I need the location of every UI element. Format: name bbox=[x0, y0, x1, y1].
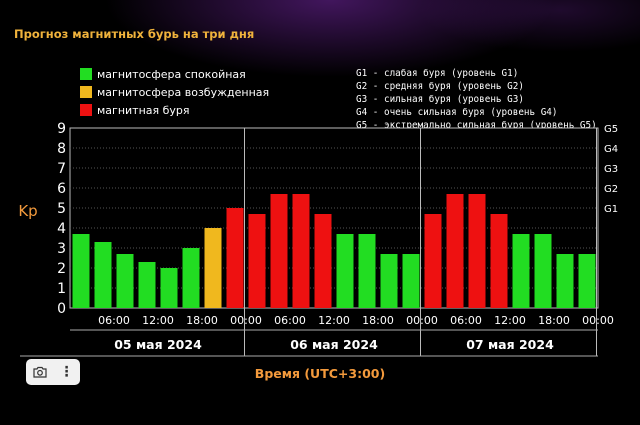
x-tick-label: 00:00 bbox=[230, 314, 262, 327]
legend-item-storm: магнитная буря bbox=[80, 101, 269, 119]
x-tick-label: 18:00 bbox=[186, 314, 218, 327]
legend-swatch-quiet bbox=[80, 68, 92, 80]
storm-level-g3: G3 - сильная буря (уровень G3) bbox=[356, 94, 524, 105]
legend-label-storm: магнитная буря bbox=[97, 103, 190, 117]
x-tick-label: 06:00 bbox=[450, 314, 482, 327]
bar bbox=[336, 234, 354, 308]
bar bbox=[138, 262, 156, 308]
x-tick-label: 00:00 bbox=[406, 314, 438, 327]
x-tick-label: 18:00 bbox=[362, 314, 394, 327]
bar bbox=[534, 234, 552, 308]
bar bbox=[556, 254, 574, 308]
bar bbox=[490, 214, 508, 308]
camera-button[interactable] bbox=[26, 359, 53, 385]
day-label: 05 мая 2024 bbox=[114, 337, 202, 352]
x-tick-label: 18:00 bbox=[538, 314, 570, 327]
storm-level-g5: G5 - экстремально сильная буря (уровень … bbox=[356, 120, 597, 131]
bar bbox=[292, 194, 310, 308]
y-tick-label: 8 bbox=[57, 141, 66, 157]
y-tick-label: 9 bbox=[57, 121, 66, 137]
y-tick-label: 1 bbox=[57, 281, 66, 297]
right-tick-label: G2 bbox=[604, 184, 618, 195]
x-tick-label: 12:00 bbox=[494, 314, 526, 327]
legend-label-quiet: магнитосфера спокойная bbox=[97, 67, 246, 81]
storm-level-descriptions: G1 - слабая буря (уровень G1) G2 - средн… bbox=[356, 67, 597, 132]
more-vertical-icon: ⋮ bbox=[59, 364, 74, 380]
y-tick-label: 6 bbox=[57, 181, 66, 197]
storm-level-g4: G4 - очень сильная буря (уровень G4) bbox=[356, 107, 558, 118]
bar bbox=[94, 242, 112, 308]
x-tick-label: 06:00 bbox=[274, 314, 306, 327]
y-tick-label: 5 bbox=[57, 201, 66, 217]
storm-level-g2: G2 - средняя буря (уровень G2) bbox=[356, 81, 524, 92]
day-label: 06 мая 2024 bbox=[290, 337, 378, 352]
page-title: Прогноз магнитных бурь на три дня bbox=[14, 27, 255, 41]
y-tick-label: 7 bbox=[57, 161, 66, 177]
bar bbox=[424, 214, 442, 308]
storm-level-g1: G1 - слабая буря (уровень G1) bbox=[356, 68, 519, 79]
x-tick-label: 00:00 bbox=[582, 314, 614, 327]
x-axis-title: Время (UTC+3:00) bbox=[254, 366, 386, 381]
x-tick-label: 06:00 bbox=[98, 314, 130, 327]
legend-item-excited: магнитосфера возбужденная bbox=[80, 83, 269, 101]
bar bbox=[380, 254, 398, 308]
legend-swatch-storm bbox=[80, 104, 92, 116]
bar bbox=[402, 254, 420, 308]
image-toolbar: ⋮ bbox=[26, 359, 80, 385]
y-tick-label: 3 bbox=[57, 241, 66, 257]
bar bbox=[468, 194, 486, 308]
bar bbox=[72, 234, 90, 308]
background-glow bbox=[0, 0, 640, 140]
x-tick-label: 12:00 bbox=[318, 314, 350, 327]
right-tick-label: G4 bbox=[604, 144, 618, 155]
legend-item-quiet: магнитосфера спокойная bbox=[80, 65, 269, 83]
legend: магнитосфера спокойная магнитосфера возб… bbox=[80, 65, 269, 119]
bar bbox=[446, 194, 464, 308]
x-tick-label: 12:00 bbox=[142, 314, 174, 327]
legend-label-excited: магнитосфера возбужденная bbox=[97, 85, 270, 99]
bar bbox=[248, 214, 266, 308]
more-options-button[interactable]: ⋮ bbox=[53, 359, 80, 385]
bar bbox=[160, 268, 178, 308]
bar bbox=[358, 234, 376, 308]
plot-area bbox=[69, 127, 599, 309]
legend-swatch-excited bbox=[80, 86, 92, 98]
y-tick-label: 4 bbox=[57, 221, 66, 237]
right-tick-label: G3 bbox=[604, 164, 618, 175]
y-tick-label: 2 bbox=[57, 261, 66, 277]
day-label: 07 мая 2024 bbox=[466, 337, 554, 352]
bar bbox=[116, 254, 134, 308]
bar bbox=[578, 254, 596, 308]
camera-icon bbox=[32, 366, 47, 378]
y-axis-title: Kp bbox=[18, 202, 37, 220]
bar bbox=[314, 214, 332, 308]
right-tick-label: G1 bbox=[604, 204, 618, 215]
bar bbox=[226, 208, 244, 308]
bar bbox=[512, 234, 530, 308]
right-tick-label: G5 bbox=[604, 124, 618, 135]
y-tick-label: 0 bbox=[57, 301, 66, 317]
bar bbox=[270, 194, 288, 308]
bar bbox=[182, 248, 200, 308]
bar bbox=[204, 228, 222, 308]
